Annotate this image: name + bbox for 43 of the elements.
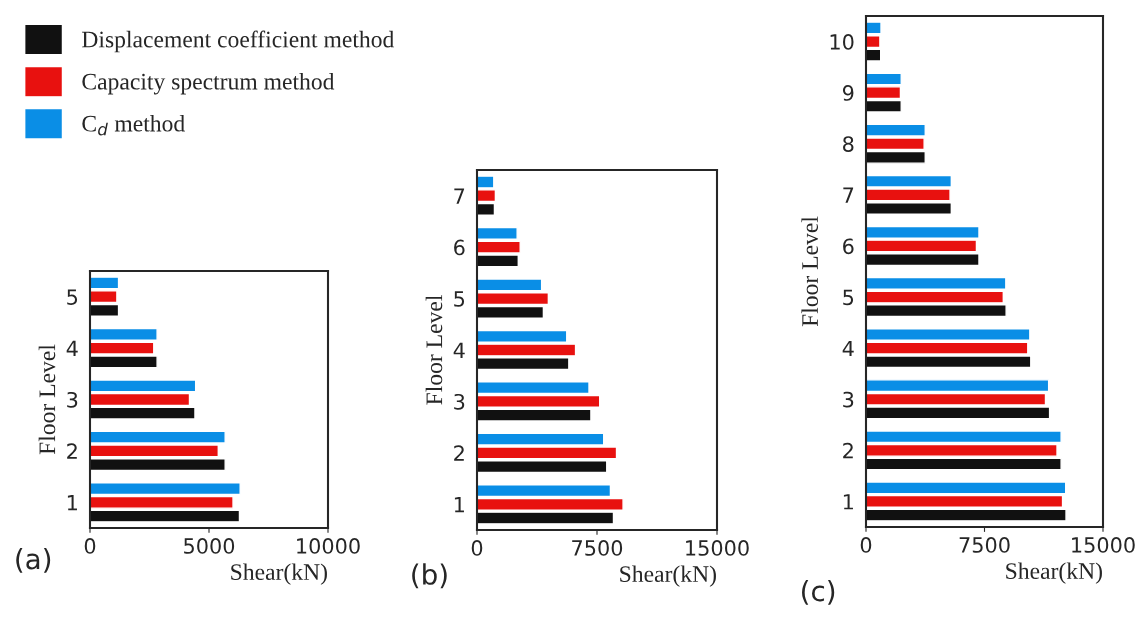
y-tick-label: 1 (454, 497, 464, 513)
x-tick-label: 5000 (184, 538, 235, 554)
y-tick-label: 10 (830, 34, 854, 50)
y-tick-label: 6 (454, 239, 465, 256)
y-tick-label: 6 (843, 238, 854, 255)
y-axis-title: Floor Level (38, 344, 56, 455)
y-tick-label: 7 (454, 188, 465, 204)
x-tick-label: 0 (84, 538, 96, 554)
text: (b) (412, 563, 447, 589)
y-tick-label: 5 (454, 291, 465, 307)
legend-label: C$_{d}$ method (82, 115, 185, 136)
text: (a) (16, 548, 51, 573)
y-axis-title: Floor Level (801, 216, 819, 327)
y-tick-label: 2 (454, 445, 464, 461)
y-tick-label: 8 (843, 136, 854, 152)
y-tick-label: 5 (67, 289, 78, 305)
y-tick-label: 5 (843, 289, 854, 306)
y-tick-label: 1 (67, 495, 77, 511)
y-axis-title: Floor Level (425, 295, 443, 405)
y-tick-label: 4 (66, 340, 78, 357)
x-axis-title: Shear(kN) (620, 565, 716, 587)
y-tick-label: 2 (843, 442, 853, 459)
x-tick-label: 7500 (959, 537, 1010, 553)
y-tick-label: 1 (843, 494, 853, 510)
x-axis-title: Shear(kN) (231, 563, 327, 585)
y-tick-label: 3 (843, 391, 854, 408)
legend-label: Capacity spectrum method (82, 73, 335, 95)
x-tick-label: 10000 (297, 538, 360, 554)
x-tick-label: 0 (860, 537, 872, 553)
x-axis-title: Shear(kN) (1006, 562, 1102, 584)
x-tick-label: 0 (471, 540, 483, 556)
text: (c) (802, 580, 835, 605)
y-tick-label: 4 (842, 340, 854, 357)
y-tick-label: 3 (454, 393, 465, 410)
y-tick-label: 3 (67, 391, 78, 408)
legend-label: Displacement coefficient method (82, 30, 395, 53)
x-tick-label: 15000 (1072, 537, 1135, 553)
y-tick-label: 2 (67, 443, 77, 459)
x-tick-label: 7500 (572, 540, 623, 556)
x-tick-label: 15000 (686, 540, 749, 556)
y-tick-label: 7 (843, 187, 854, 203)
y-tick-label: 4 (453, 342, 465, 358)
y-tick-label: 9 (842, 85, 854, 101)
